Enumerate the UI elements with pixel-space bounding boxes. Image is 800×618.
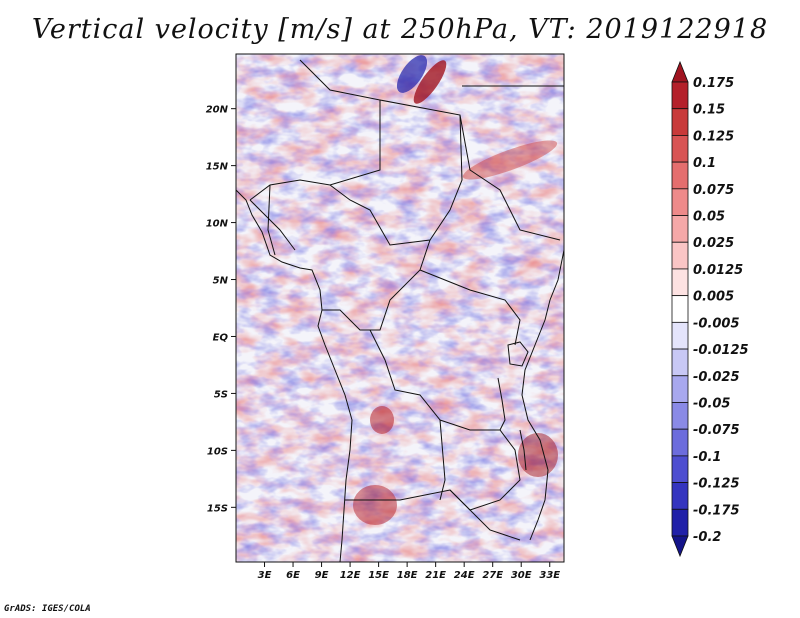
y-tick-label-10S: 10S bbox=[207, 446, 228, 457]
lake-tanganyika bbox=[497, 377, 506, 431]
colorbar-label-13: -0.075 bbox=[693, 423, 740, 438]
hotspot-congo bbox=[370, 406, 394, 434]
colorbar-swatch-11 bbox=[671, 348, 689, 377]
x-tick-label-30E: 30E bbox=[511, 570, 532, 581]
hotspot-angola bbox=[353, 485, 397, 525]
y-axis: 20N 15N 10N 5N EQ 5S 10S 15S bbox=[206, 105, 236, 514]
hotspot-east-band bbox=[462, 140, 558, 180]
hotspot-north-blue bbox=[396, 55, 428, 93]
colorbar-swatch-12 bbox=[671, 375, 689, 403]
lake-victoria bbox=[507, 341, 529, 367]
coastlines-borders bbox=[236, 59, 564, 562]
east-africa-coast bbox=[521, 249, 564, 541]
x-tick-label-18E: 18E bbox=[397, 570, 418, 581]
colorbar-label-8: 0.005 bbox=[693, 290, 734, 305]
border-11 bbox=[267, 184, 276, 256]
colorbar-label-4: 0.075 bbox=[693, 183, 734, 198]
colorbar-swatch-10 bbox=[671, 321, 689, 350]
colorbar-label-10: -0.0125 bbox=[693, 343, 749, 358]
colorbar-swatch-3 bbox=[671, 135, 689, 163]
border-8 bbox=[439, 419, 521, 511]
x-tick-label-24E: 24E bbox=[454, 570, 475, 581]
colorbar-swatch-17 bbox=[671, 508, 689, 537]
y-tick-label-15N: 15N bbox=[206, 162, 229, 173]
colorbar-swatch-1 bbox=[671, 81, 689, 110]
colorbar-swatch-16 bbox=[671, 482, 689, 510]
colorbar-label-12: -0.05 bbox=[693, 396, 730, 411]
y-tick-label-5S: 5S bbox=[214, 389, 228, 400]
velocity-hotspots bbox=[353, 55, 558, 525]
colorbar-label-3: 0.1 bbox=[693, 156, 716, 171]
colorbar: 0.175 0.15 0.125 0.1 0.075 0.05 0.025 0.0125 0.0… bbox=[671, 60, 749, 558]
colorbar-swatch-5 bbox=[671, 188, 689, 216]
colorbar-swatch-6 bbox=[671, 215, 689, 243]
colorbar-label-5: 0.05 bbox=[693, 210, 725, 225]
colorbar-label-1: 0.15 bbox=[693, 103, 725, 118]
grads-credit: GrADS: IGES/COLA bbox=[4, 604, 91, 614]
colorbar-label-2: 0.125 bbox=[693, 129, 734, 144]
x-axis: 3E 6E 9E 12E 15E 18E 21E 24E 27E 30E 33E bbox=[258, 562, 560, 581]
velocity-field bbox=[236, 54, 564, 562]
border-1 bbox=[249, 59, 381, 201]
colorbar-label-14: -0.1 bbox=[693, 450, 721, 465]
colorbar-label-15: -0.125 bbox=[693, 477, 740, 492]
colorbar-label-16: -0.175 bbox=[693, 503, 740, 518]
colorbar-swatch-4 bbox=[671, 161, 689, 190]
colorbar-swatch-2 bbox=[671, 108, 689, 136]
colorbar-label-9: -0.005 bbox=[693, 316, 740, 331]
border-10 bbox=[249, 199, 296, 251]
x-tick-label-3E: 3E bbox=[258, 570, 272, 581]
x-tick-label-9E: 9E bbox=[315, 570, 329, 581]
chart-title: Vertical velocity [m/s] at 250hPa, VT: 2… bbox=[31, 14, 769, 45]
y-tick-label-5N: 5N bbox=[213, 276, 229, 287]
border-7 bbox=[369, 329, 446, 501]
colorbar-swatch-15 bbox=[671, 455, 689, 483]
colorbar-label-0: 0.175 bbox=[693, 76, 734, 91]
colorbar-swatch-8 bbox=[671, 268, 689, 297]
x-tick-label-21E: 21E bbox=[425, 570, 446, 581]
x-tick-label-6E: 6E bbox=[286, 570, 300, 581]
y-tick-label-20N: 20N bbox=[206, 105, 229, 116]
x-tick-label-33E: 33E bbox=[539, 570, 560, 581]
x-tick-label-15E: 15E bbox=[368, 570, 389, 581]
colorbar-top-arrow bbox=[671, 60, 689, 83]
y-tick-label-EQ: EQ bbox=[213, 332, 229, 343]
x-tick-label-27E: 27E bbox=[482, 570, 503, 581]
border-6 bbox=[419, 269, 521, 346]
west-africa-coast bbox=[236, 189, 353, 562]
y-tick-label-15S: 15S bbox=[207, 503, 228, 514]
colorbar-swatch-14 bbox=[671, 428, 689, 457]
y-tick-label-10N: 10N bbox=[206, 219, 229, 230]
hotspot-mozambique bbox=[518, 433, 558, 477]
colorbar-label-6: 0.025 bbox=[693, 236, 734, 251]
colorbar-swatch-7 bbox=[671, 241, 689, 270]
colorbar-label-7: 0.0125 bbox=[693, 263, 743, 278]
hotspot-north-dipole bbox=[413, 60, 447, 104]
map-panel bbox=[235, 53, 565, 563]
colorbar-label-17: -0.2 bbox=[693, 530, 721, 545]
colorbar-swatch-13 bbox=[671, 402, 689, 430]
map-frame bbox=[235, 53, 565, 563]
colorbar-label-11: -0.025 bbox=[693, 370, 740, 385]
lake-malawi bbox=[519, 429, 527, 471]
border-9 bbox=[345, 489, 521, 541]
x-tick-label-12E: 12E bbox=[340, 570, 361, 581]
colorbar-swatch-9 bbox=[671, 295, 689, 323]
colorbar-bottom-arrow bbox=[671, 535, 689, 558]
border-4 bbox=[459, 114, 561, 241]
